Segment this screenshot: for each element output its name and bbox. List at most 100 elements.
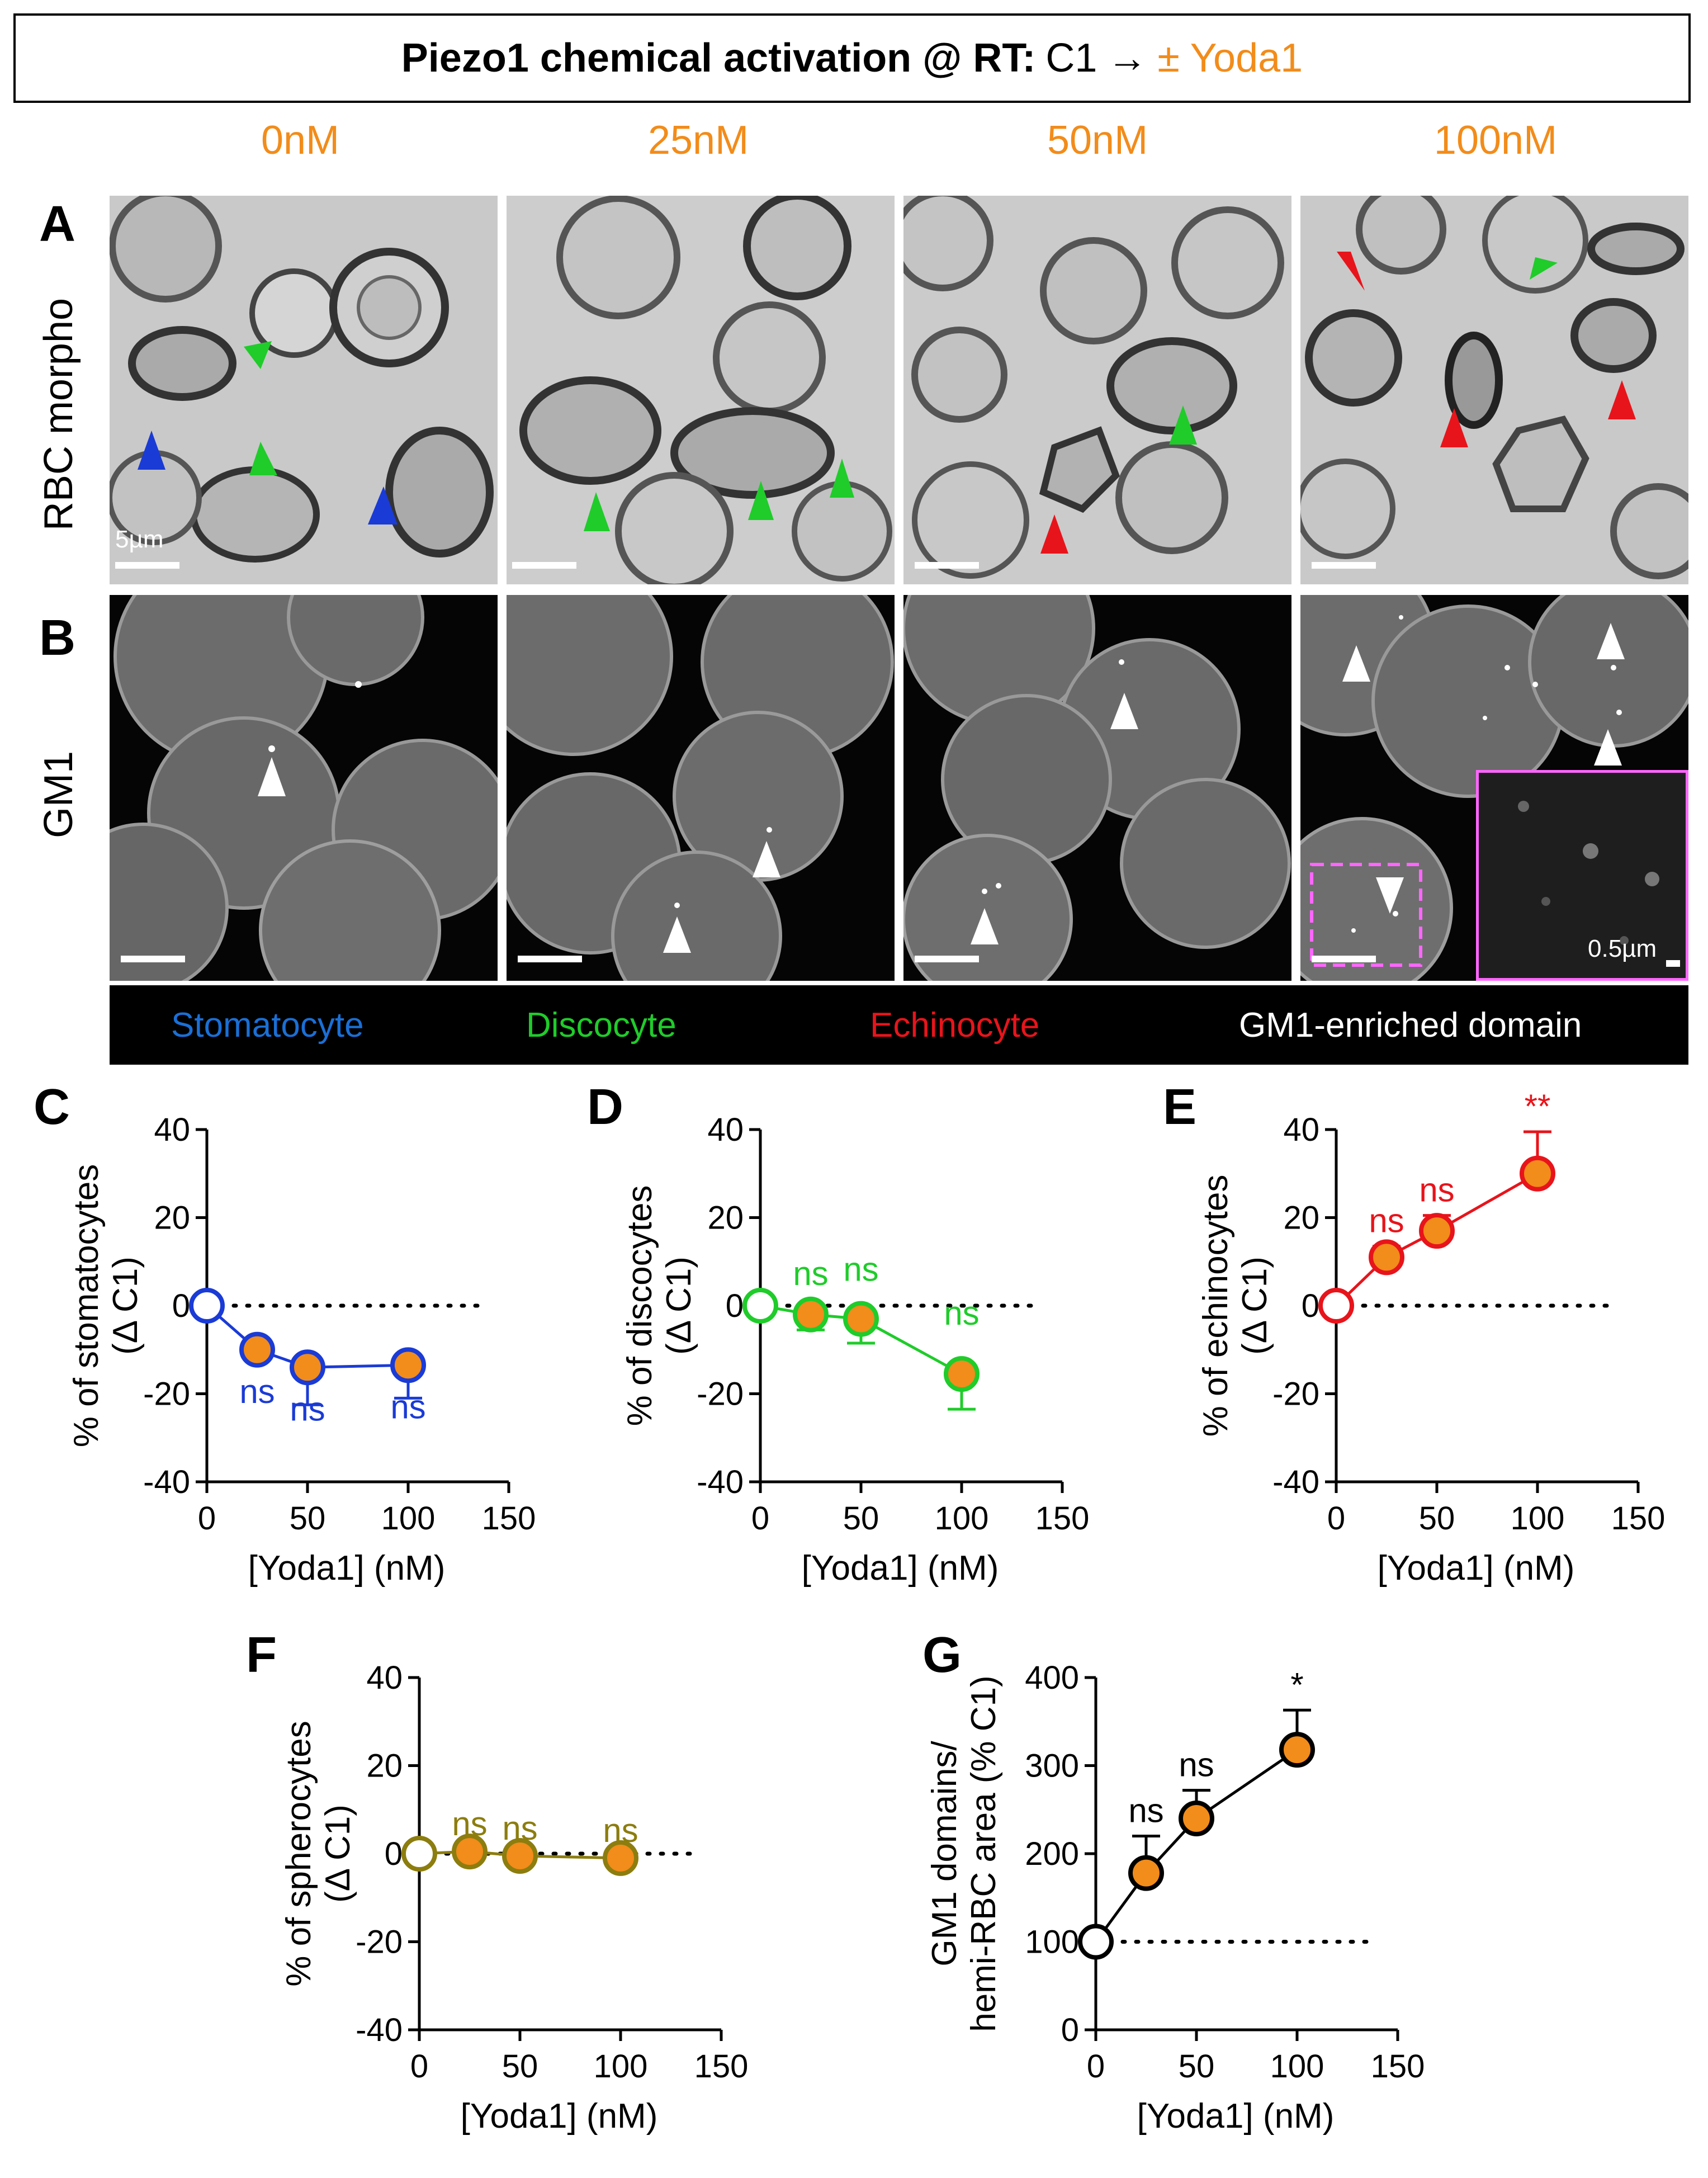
x-axis-label: [Yoda1] (nM) (461, 2097, 658, 2136)
x-tick-label: 100 (381, 1500, 436, 1537)
scale-bar (915, 956, 979, 962)
y-axis-label-2: (Δ C1) (1236, 1256, 1274, 1355)
scale-bar (115, 562, 179, 569)
inset-scale-bar (1666, 960, 1680, 967)
y-axis-label: % of stomatocytes (67, 1164, 106, 1448)
conc-label-100: 100nM (1433, 118, 1558, 163)
inset-dots (1518, 801, 1659, 945)
significance-label: ns (239, 1373, 275, 1410)
data-point (239, 1331, 275, 1368)
data-point (452, 1834, 488, 1870)
x-tick-label: 100 (594, 2048, 648, 2085)
data-point (1078, 1924, 1114, 1960)
x-tick-label: 50 (290, 1500, 326, 1537)
legend-echinocyte: Echinocyte (870, 1005, 1040, 1045)
data-point (290, 1349, 325, 1386)
significance-label: ns (290, 1390, 325, 1428)
data-point (742, 1288, 778, 1324)
y-tick-label: 100 (1025, 1924, 1079, 1960)
y-tick-label: -40 (356, 2012, 403, 2048)
y-axis-label-2: hemi-RBC area (% C1) (964, 1675, 1003, 2031)
arrowhead-white (663, 916, 691, 953)
x-tick-label: 0 (198, 1500, 216, 1537)
x-tick-label: 0 (1327, 1500, 1345, 1537)
arrowhead-white (753, 841, 780, 877)
arrowhead-green (1530, 257, 1558, 280)
gm1-cells-0 (110, 595, 498, 981)
panel-letter-b: B (39, 610, 75, 666)
arrowhead-green (584, 492, 610, 531)
x-tick-label: 150 (1035, 1500, 1090, 1537)
arrowhead-white (258, 757, 286, 796)
gm1-image-50nM (903, 595, 1291, 981)
title-yoda: ± Yoda1 (1157, 36, 1303, 81)
title-c1: C1 (1045, 36, 1097, 81)
chart-gm1-domains: G 0 100 200 300 400 0 50 100 150 [Yoda1] (nM) GM1 d… (922, 1627, 1425, 2136)
x-axis-label: [Yoda1] (nM) (1137, 2097, 1335, 2136)
arrowhead-green (244, 341, 272, 369)
panel-letter: G (922, 1627, 962, 1683)
row-label-gm1: GM1 (36, 750, 81, 839)
data-point (1520, 1155, 1555, 1192)
arrowhead-blue (368, 486, 398, 525)
series-line (1335, 1172, 1539, 1307)
gm1-image-100nM: 0.5µm (1300, 595, 1688, 981)
y-tick-label: 20 (366, 1748, 403, 1784)
inset-region-box (1310, 863, 1422, 967)
y-tick-label: 0 (1302, 1288, 1319, 1324)
chart-stomatocytes: C -40 -20 0 20 40 0 50 100 150 [Yoda1] (nM) % of st… (34, 1079, 536, 1588)
y-tick-label: -20 (143, 1376, 190, 1412)
x-tick-label: 100 (935, 1500, 989, 1537)
x-tick-label: 150 (1611, 1500, 1666, 1537)
y-axis-label: % of echinocytes (1196, 1175, 1235, 1437)
y-tick-label: 200 (1025, 1836, 1079, 1872)
y-tick-label: 0 (726, 1288, 744, 1324)
y-tick-label: -20 (1272, 1376, 1319, 1412)
significance-label: * (1290, 1666, 1303, 1703)
chart-discocytes: D -40 -20 0 20 40 0 50 100 150 [Yoda1] (nM) % of di… (587, 1079, 1090, 1588)
gm1-cells-100 (1300, 595, 1688, 981)
row-label-morpho: RBC morpho (36, 297, 81, 531)
significance-label: ns (603, 1812, 638, 1849)
x-tick-label: 0 (1087, 2048, 1105, 2085)
panel-letter-a: A (39, 196, 75, 252)
scale-bar (512, 562, 576, 569)
brightfield-cells-50 (903, 196, 1284, 579)
significance-label: ns (502, 1810, 537, 1847)
arrowhead-white (1110, 693, 1138, 729)
significance-label: ns (1369, 1202, 1404, 1240)
data-point (1279, 1732, 1315, 1768)
gm1-cells-25 (507, 595, 894, 981)
y-axis-label-2: (Δ C1) (660, 1256, 698, 1355)
panel-letter: E (1163, 1079, 1196, 1135)
y-axis-label-2: (Δ C1) (319, 1804, 357, 1903)
arrowhead-white (1342, 645, 1370, 682)
y-tick-label: 0 (385, 1836, 403, 1872)
gm1-image-0nM (110, 595, 498, 981)
significance-label: ** (1525, 1088, 1551, 1125)
significance-label: ns (944, 1294, 979, 1332)
x-tick-label: 0 (751, 1500, 769, 1537)
y-axis-label-2: (Δ C1) (106, 1256, 145, 1355)
arrowhead-white (1594, 729, 1622, 766)
conc-label-50: 50nM (1047, 118, 1148, 163)
brightfield-cells-25 (519, 196, 892, 584)
brightfield-cells-0 (110, 196, 494, 563)
panel-letter: C (34, 1079, 70, 1135)
arrowhead-blue (138, 431, 165, 470)
panel-letter: F (246, 1627, 277, 1683)
scale-bar (121, 956, 185, 962)
arrowhead-red (1440, 408, 1468, 447)
y-axis-label: GM1 domains/ (925, 1741, 964, 1967)
scale-label: 5µm (115, 526, 164, 553)
brightfield-image-50nM (903, 196, 1291, 584)
chart-spherocytes: F -40 -20 0 20 40 0 50 100 150 [Yoda1] (nM) % of sp… (246, 1627, 748, 2136)
y-tick-label: -20 (356, 1924, 403, 1960)
series-line (760, 1304, 963, 1376)
legend-gm1-domain: GM1-enriched domain (1239, 1005, 1582, 1045)
y-tick-label: 40 (707, 1112, 744, 1148)
significance-label: ns (390, 1388, 425, 1425)
y-tick-label: 20 (707, 1200, 744, 1236)
data-point (1179, 1801, 1214, 1836)
y-tick-label: 40 (1283, 1112, 1319, 1148)
